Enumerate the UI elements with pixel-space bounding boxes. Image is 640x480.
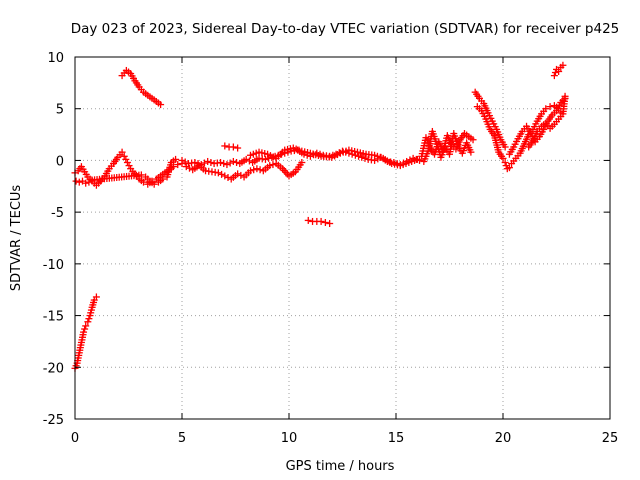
data-point [555,67,563,75]
data-point [118,148,126,156]
data-point [182,163,190,171]
data-point [137,171,145,179]
data-point [72,177,80,185]
x-tick-label: 5 [178,431,186,446]
data-point [221,142,229,150]
data-point [501,143,509,151]
data-point [467,148,475,156]
axis-ticks: 0 5 10 15 20 25 -25 -20 -15 -10 -5 0 5 10 [43,51,619,446]
data-point [122,155,130,163]
data-point [550,72,558,80]
y-axis-label: SDTVAR / TECUs [9,185,24,292]
y-tick-label: 0 [56,154,64,169]
data-point [321,218,329,226]
data-point [82,179,90,187]
data-point [269,161,277,169]
y-tick-label: 10 [47,51,64,66]
data-point [361,154,369,162]
data-point [317,217,325,225]
data-point [246,167,254,175]
data-point [542,105,550,113]
data-point [120,152,128,160]
data-point [223,161,231,169]
data-point [159,175,167,183]
data-point [256,166,264,174]
data-point [174,161,182,169]
data-point [304,216,312,224]
data-point [358,153,366,161]
data-point [261,155,269,163]
data-point [266,162,274,170]
data-point [123,158,131,166]
data-point [298,158,306,166]
data-point [551,69,559,77]
data-point [204,157,212,165]
data-point [469,136,477,144]
data-point [214,169,222,177]
data-point [499,154,507,162]
data-point [75,178,83,186]
data-point [139,178,147,186]
data-point [218,170,226,178]
data-point [85,315,93,323]
data-point [250,166,258,174]
x-tick-label: 0 [71,431,79,446]
data-point [226,159,234,167]
grid [75,57,610,419]
data-point [546,103,554,111]
data-point [253,165,261,173]
data-point [82,322,90,330]
data-point [220,160,228,168]
data-point [242,155,250,163]
data-point [172,155,180,163]
data-point [92,293,100,301]
y-tick-label: -20 [43,361,64,376]
x-tick-label: 15 [388,431,405,446]
x-tick-label: 20 [495,431,512,446]
y-tick-label: -5 [51,206,64,221]
y-tick-label: -25 [43,413,64,428]
data-point [501,158,509,166]
data-point [200,159,208,167]
data-point [191,158,199,166]
data-point [81,325,89,333]
chart-title: Day 023 of 2023, Sidereal Day-to-day VTE… [71,21,620,37]
y-tick-label: -10 [43,258,64,273]
data-point [229,143,237,151]
x-axis-label: GPS time / hours [286,459,395,474]
x-tick-label: 25 [602,431,619,446]
data-point [207,158,215,166]
data-point [413,155,421,163]
data-point [84,318,92,326]
data-point [326,220,334,228]
data-point [157,101,165,109]
data-point [505,164,513,172]
y-tick-label: -15 [43,310,64,325]
y-tick-label: 5 [56,103,64,118]
data-point [234,170,242,178]
data-point [125,162,133,170]
data-point [229,157,237,165]
data-point [178,156,186,164]
x-tick-label: 10 [281,431,298,446]
data-point [559,61,567,69]
data-point [217,158,225,166]
data-point [150,180,158,188]
data-point [181,158,189,166]
data-points [71,61,569,372]
data-point [80,328,88,336]
data-point [561,92,569,100]
data-point [234,144,242,152]
data-point [221,172,229,180]
plot-frame [74,56,611,420]
